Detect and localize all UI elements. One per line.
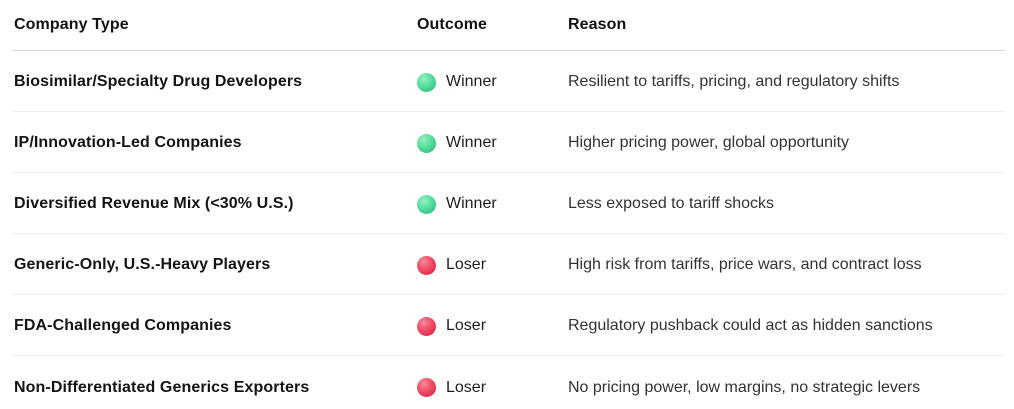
- outcome-cell: Loser: [414, 255, 567, 275]
- outcome-cell: Winner: [414, 133, 567, 153]
- company-type-cell: FDA-Challenged Companies: [14, 317, 232, 334]
- outcome-cell: Winner: [414, 72, 567, 92]
- column-header-outcome: Outcome: [417, 16, 488, 33]
- table-header-row: Company Type Outcome Reason: [12, 0, 1005, 51]
- company-type-cell: Diversified Revenue Mix (<30% U.S.): [14, 195, 294, 212]
- column-header-company-type: Company Type: [14, 16, 129, 33]
- reason-cell: High risk from tariffs, price wars, and …: [568, 256, 922, 273]
- reason-cell: Regulatory pushback could act as hidden …: [568, 317, 933, 334]
- company-type-cell: Biosimilar/Specialty Drug Developers: [14, 73, 303, 90]
- company-type-cell: IP/Innovation-Led Companies: [14, 134, 242, 151]
- outcome-label: Loser: [446, 256, 487, 273]
- green-circle-icon: [417, 194, 436, 214]
- table-row: Non-Differentiated Generics Exporters Lo…: [12, 356, 1005, 409]
- outcome-label: Loser: [446, 317, 487, 334]
- red-circle-icon: [417, 378, 436, 397]
- table-row: Generic-Only, U.S.-Heavy Players Loser H…: [12, 234, 1005, 295]
- company-type-cell: Non-Differentiated Generics Exporters: [14, 378, 310, 396]
- outcome-cell: Winner: [414, 194, 567, 214]
- reason-cell: Higher pricing power, global opportunity: [568, 134, 850, 151]
- column-header-reason: Reason: [568, 16, 627, 33]
- red-circle-icon: [417, 255, 436, 275]
- reason-cell: Resilient to tariffs, pricing, and regul…: [568, 73, 900, 90]
- red-circle-icon: [417, 316, 436, 336]
- table-row: Biosimilar/Specialty Drug Developers Win…: [12, 51, 1005, 112]
- outcome-label: Winner: [446, 195, 497, 212]
- outcome-label: Winner: [446, 134, 497, 151]
- outcome-label: Winner: [446, 73, 497, 90]
- outcome-label: Loser: [446, 378, 487, 396]
- table-row: FDA-Challenged Companies Loser Regulator…: [12, 295, 1005, 356]
- outcome-cell: Loser: [414, 378, 567, 397]
- table-row: IP/Innovation-Led Companies Winner Highe…: [12, 112, 1005, 173]
- outcome-cell: Loser: [414, 316, 567, 336]
- table-row: Diversified Revenue Mix (<30% U.S.) Winn…: [12, 173, 1005, 234]
- green-circle-icon: [417, 72, 436, 92]
- reason-cell: No pricing power, low margins, no strate…: [568, 378, 921, 396]
- reason-cell: Less exposed to tariff shocks: [568, 195, 775, 212]
- company-type-cell: Generic-Only, U.S.-Heavy Players: [14, 256, 271, 273]
- green-circle-icon: [417, 133, 436, 153]
